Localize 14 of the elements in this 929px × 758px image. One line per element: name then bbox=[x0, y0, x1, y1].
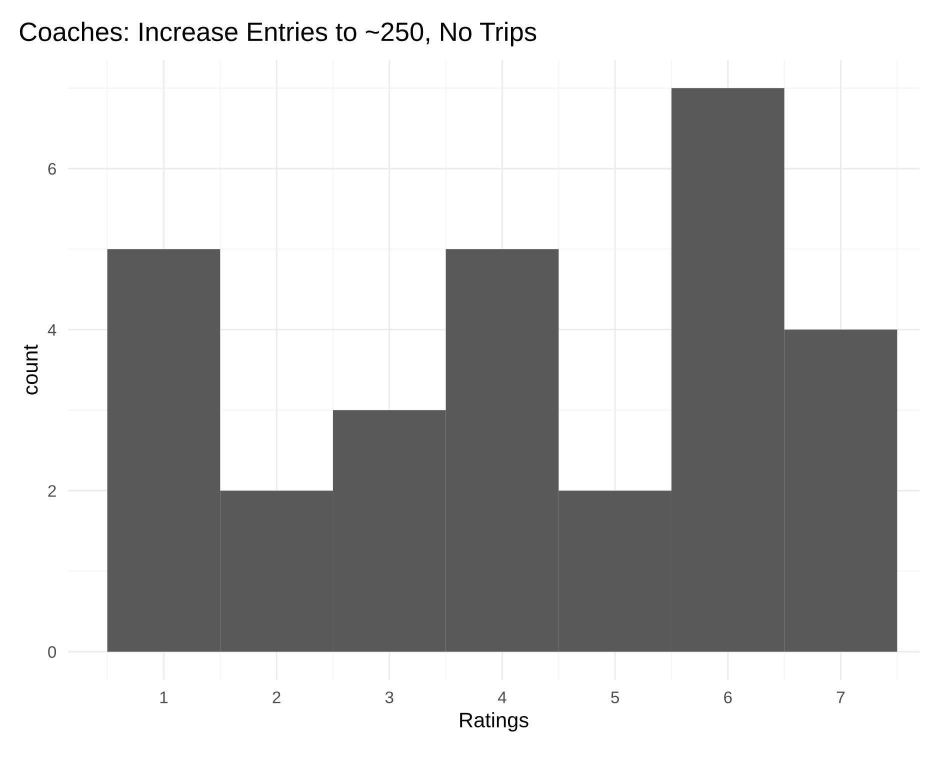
x-tick-label: 2 bbox=[272, 691, 280, 704]
x-tick-label: 7 bbox=[836, 692, 845, 704]
x-tick-label: 4 bbox=[498, 692, 506, 704]
x-axis-title: Ratings bbox=[460, 712, 528, 732]
x-tick-label: 5 bbox=[611, 692, 619, 704]
y-tick-label: 6 bbox=[48, 162, 56, 175]
y-tick-label: 4 bbox=[48, 324, 56, 336]
y-tick-label: 2 bbox=[48, 485, 56, 497]
y-axis-title: count bbox=[24, 344, 38, 394]
x-tick-label: 3 bbox=[385, 691, 394, 704]
chart-title: Coaches: Increase Entries to ~250, No Trips bbox=[20, 22, 536, 46]
x-tick-label: 6 bbox=[724, 691, 732, 704]
x-tick-label: 1 bbox=[160, 692, 168, 704]
y-tick-label: 0 bbox=[48, 646, 56, 658]
